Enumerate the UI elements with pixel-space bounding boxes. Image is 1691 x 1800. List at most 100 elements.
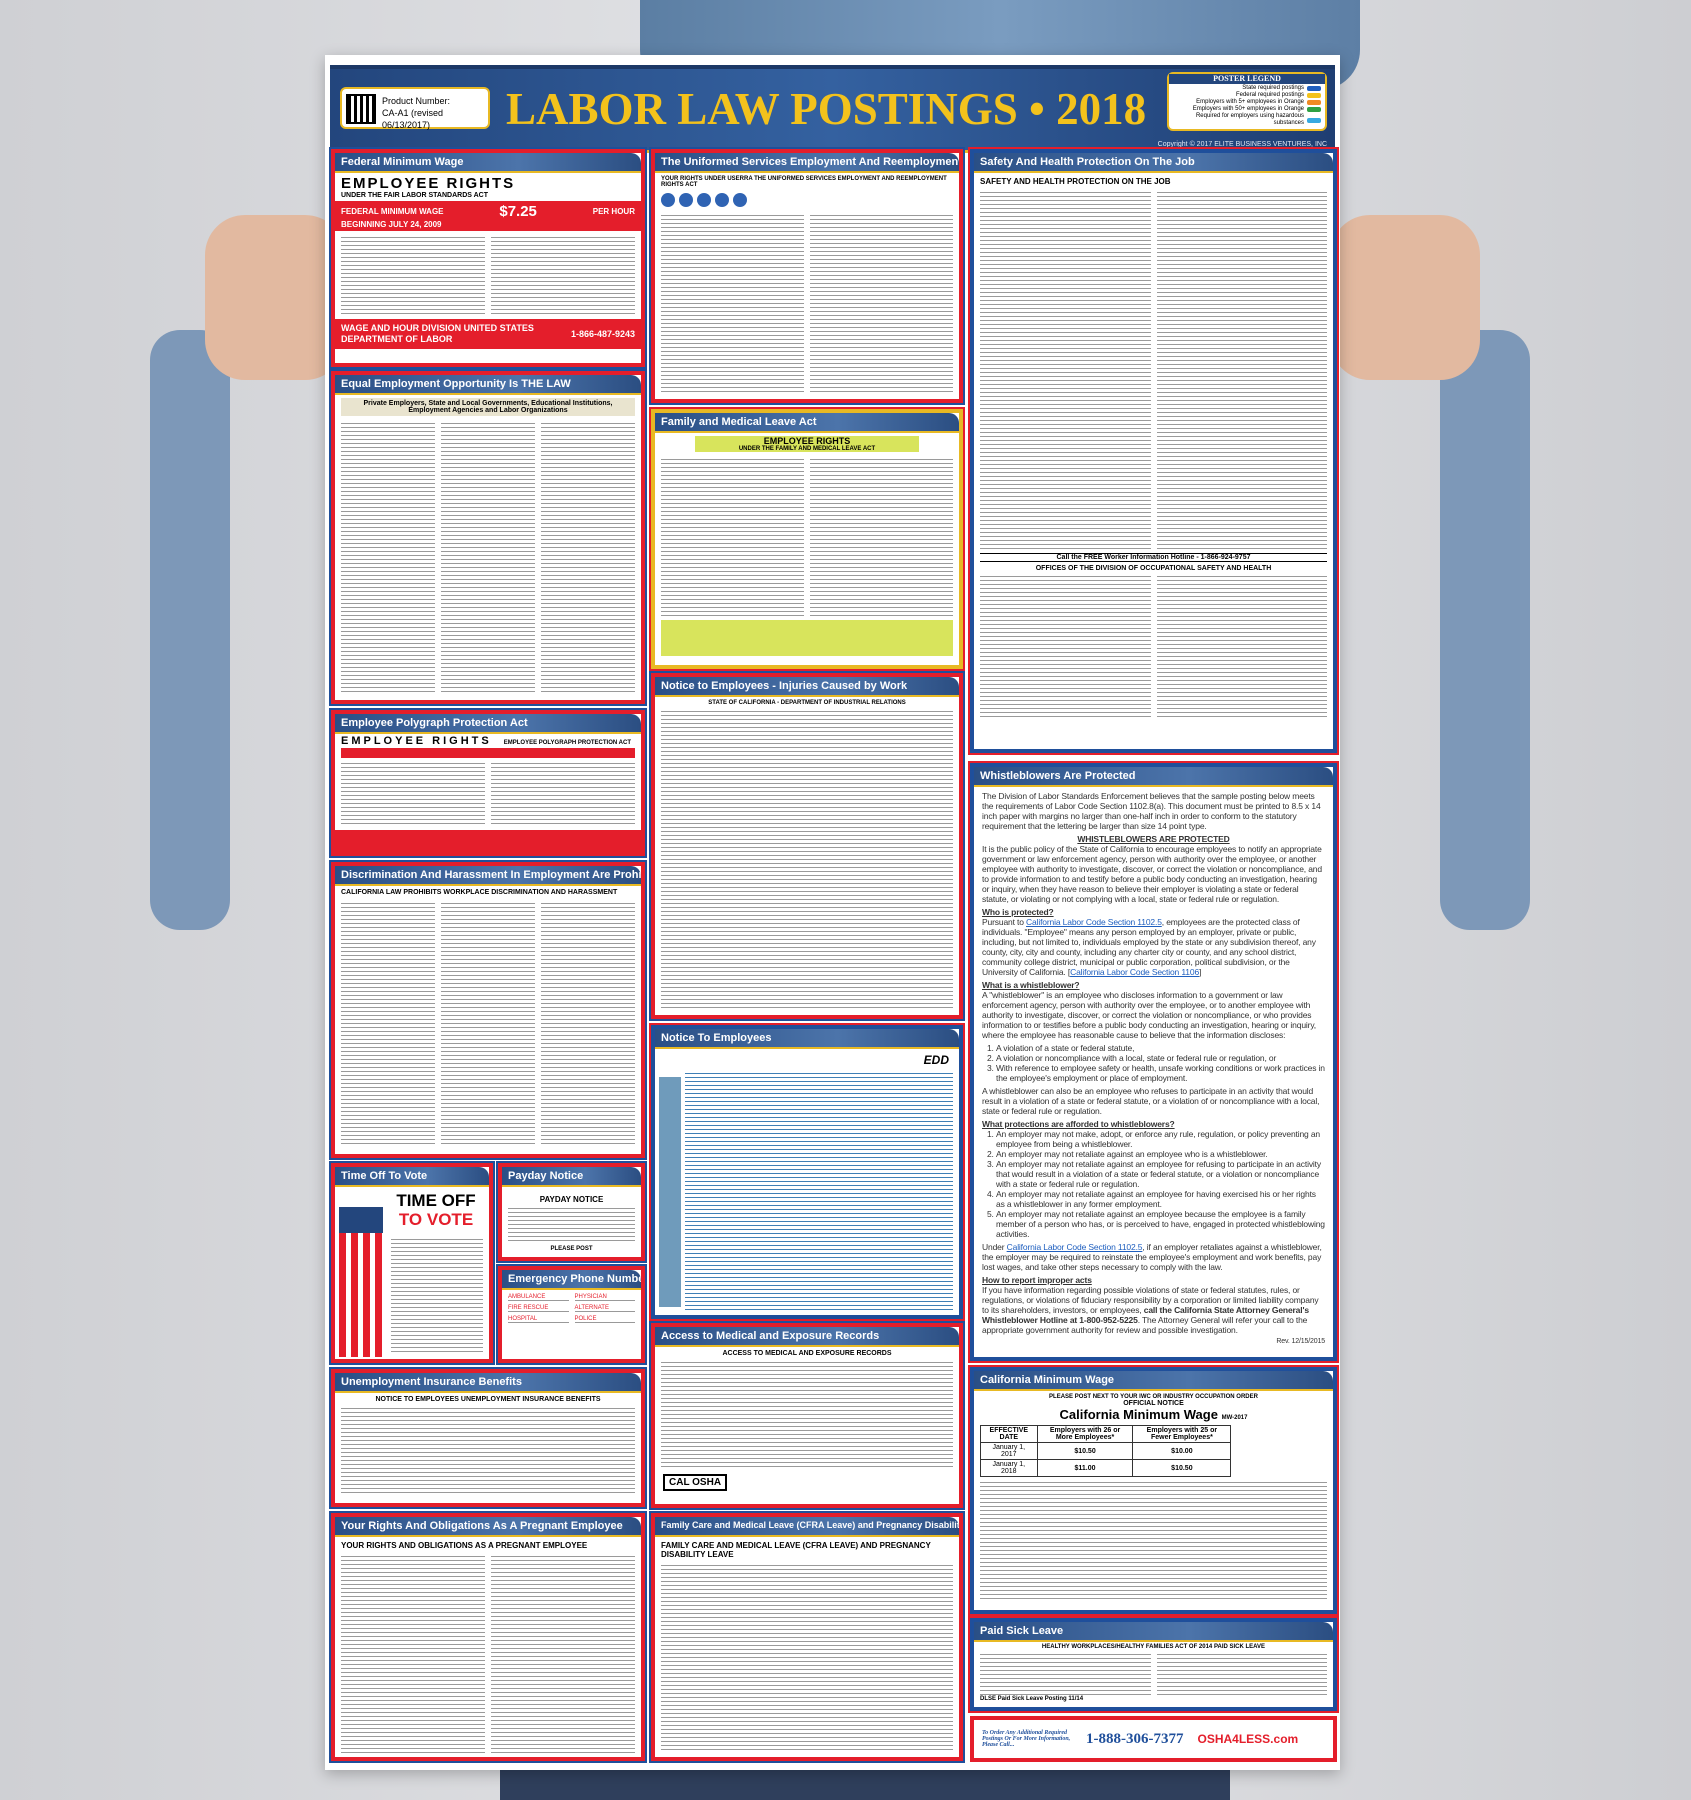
section-paid-sick-leave: Paid Sick Leave HEALTHY WORKPLACES/HEALT… bbox=[968, 1616, 1339, 1713]
legend-item: Required for employers using hazardous s… bbox=[1173, 113, 1321, 127]
vote-headline-2: TO VOTE bbox=[398, 1210, 474, 1229]
cal-osha-logo: CAL OSHA bbox=[663, 1474, 728, 1491]
list-item: A violation or noncompliance with a loca… bbox=[996, 1053, 1325, 1063]
wage-date: BEGINNING JULY 24, 2009 bbox=[341, 220, 442, 229]
table-cell: $11.00 bbox=[1036, 1459, 1134, 1477]
table-cell: January 1, 2018 bbox=[980, 1459, 1038, 1477]
table-cell: January 1, 2017 bbox=[980, 1442, 1038, 1460]
text: ] bbox=[1199, 967, 1202, 977]
table-cell: $10.50 bbox=[1132, 1459, 1232, 1477]
legend-swatch bbox=[1307, 107, 1321, 112]
legend-label: Federal required postings bbox=[1235, 92, 1304, 98]
left-arm bbox=[150, 330, 230, 930]
right-arm bbox=[1440, 330, 1530, 930]
heading: WHISTLEBLOWERS ARE PROTECTED bbox=[1077, 834, 1230, 844]
section-userra: The Uniformed Services Employment And Re… bbox=[649, 147, 965, 405]
phone-field: PHYSICIAN bbox=[574, 1294, 635, 1301]
section-fmla: Family and Medical Leave Act EMPLOYEE RI… bbox=[649, 407, 965, 671]
left-hand bbox=[205, 215, 345, 380]
ballot-box-icon bbox=[339, 1207, 383, 1357]
section-title: Whistleblowers Are Protected bbox=[974, 767, 1333, 787]
product-label: Product Number: bbox=[382, 96, 451, 106]
headline: STATE OF CALIFORNIA - DEPARTMENT OF INDU… bbox=[708, 700, 906, 706]
footer-note: DLSE Paid Sick Leave Posting 11/14 bbox=[980, 1696, 1084, 1702]
code: MW-2017 bbox=[1221, 1415, 1248, 1421]
phone: 1-866-487-9243 bbox=[570, 328, 635, 339]
subheadline: CALIFORNIA LAW PROHIBITS WORKPLACE DISCR… bbox=[341, 889, 618, 896]
headline: SAFETY AND HEALTH PROTECTION ON THE JOB bbox=[980, 177, 1171, 186]
legend-label: Employers with 50+ employees in Orange bbox=[1192, 106, 1304, 112]
phone-field: AMBULANCE bbox=[508, 1294, 569, 1301]
table-cell: $10.00 bbox=[1132, 1442, 1232, 1460]
section-title: Time Off To Vote bbox=[335, 1167, 489, 1187]
product-number: CA-A1 (revised 06/13/2017) bbox=[382, 108, 444, 130]
text: Pursuant to bbox=[982, 917, 1027, 927]
section-cfra: Family Care and Medical Leave (CFRA Leav… bbox=[649, 1511, 965, 1763]
labor-code-1102-5-link[interactable]: California Labor Code Section 1102.5 bbox=[1026, 917, 1162, 927]
list-item: An employer may not retaliate against an… bbox=[996, 1209, 1325, 1239]
list-item: An employer may not make, adopt, or enfo… bbox=[996, 1129, 1325, 1149]
section-unemployment: Unemployment Insurance Benefits NOTICE T… bbox=[329, 1367, 647, 1509]
section-safety-health: Safety And Health Protection On The Job … bbox=[968, 147, 1339, 755]
legend-swatch bbox=[1307, 117, 1321, 123]
poster-title: LABOR LAW POSTINGS • 2018 bbox=[506, 84, 1147, 134]
list-item: With reference to employee safety or hea… bbox=[996, 1063, 1325, 1083]
section-title: California Minimum Wage bbox=[974, 1371, 1333, 1391]
report-heading: How to report improper acts bbox=[982, 1275, 1092, 1285]
legend-item: Employers with 50+ employees in Orange bbox=[1173, 106, 1321, 113]
text: . The Attorney General will refer your c… bbox=[982, 1315, 1308, 1335]
section-title: Family and Medical Leave Act bbox=[655, 413, 959, 433]
text: Under bbox=[982, 1242, 1007, 1252]
section-time-off-to-vote: Time Off To Vote TIME OFF TO VOTE bbox=[329, 1161, 495, 1365]
hotline-text: call the California State Attorney Gener… bbox=[982, 1305, 1309, 1325]
headline: EMPLOYEE RIGHTS bbox=[341, 735, 492, 747]
wage-amount: $7.25 bbox=[499, 203, 537, 220]
what-heading: What is a whistleblower? bbox=[982, 980, 1080, 990]
brand-logo: OSHA4LESS.com bbox=[1197, 1732, 1299, 1746]
table-header: Employers with 25 or Fewer Employees* bbox=[1132, 1425, 1232, 1443]
legend-swatch bbox=[1307, 93, 1321, 98]
hotline: Call the FREE Worker Information Hotline… bbox=[980, 553, 1327, 562]
labor-code-1102-5-link[interactable]: California Labor Code Section 1102.5 bbox=[1006, 1242, 1143, 1252]
legend-item: State required postings bbox=[1173, 85, 1321, 92]
vote-headline-1: TIME OFF bbox=[396, 1191, 476, 1210]
what-text: A "whistleblower" is an employee who dis… bbox=[982, 990, 1316, 1040]
military-seals-icon bbox=[661, 193, 953, 209]
please-post: PLEASE POST bbox=[550, 1246, 593, 1252]
offices-title: OFFICES OF THE DIVISION OF OCCUPATIONAL … bbox=[1035, 565, 1272, 572]
wage-per: PER HOUR bbox=[592, 207, 635, 216]
section-payday-notice: Payday Notice PAYDAY NOTICE PLEASE POST bbox=[496, 1161, 647, 1263]
section-access-medical-records: Access to Medical and Exposure Records A… bbox=[649, 1321, 965, 1510]
labor-code-1106-link[interactable]: California Labor Code Section 1106 bbox=[1070, 967, 1200, 977]
phone-field: HOSPITAL bbox=[508, 1316, 569, 1323]
section-title: Family Care and Medical Leave (CFRA Leav… bbox=[655, 1517, 959, 1537]
wage-bar: FEDERAL MINIMUM WAGE $7.25 PER HOUR BEGINNI… bbox=[335, 201, 641, 231]
legend-swatch bbox=[1307, 86, 1321, 91]
legend-title: POSTER LEGEND bbox=[1169, 74, 1325, 84]
section-title: Access to Medical and Exposure Records bbox=[655, 1327, 959, 1347]
right-hand bbox=[1330, 215, 1480, 380]
legend-label: Required for employers using hazardous s… bbox=[1195, 113, 1304, 126]
text: , employees are the protected class of i… bbox=[982, 917, 1316, 977]
wage-label: FEDERAL MINIMUM WAGE bbox=[341, 207, 444, 216]
table-header: Employers with 26 or More Employees* bbox=[1036, 1425, 1134, 1443]
order-phone[interactable]: 1-888-306-7377 bbox=[1086, 1730, 1184, 1747]
list-item: An employer may not retaliate against an… bbox=[996, 1189, 1325, 1209]
section-title: Payday Notice bbox=[502, 1167, 641, 1187]
subheadline: UNDER THE FAMILY AND MEDICAL LEAVE ACT bbox=[738, 446, 876, 452]
phone-field: POLICE bbox=[574, 1316, 635, 1323]
list-item: A violation of a state or federal statut… bbox=[996, 1043, 1325, 1053]
subheadline: Private Employers, State and Local Gover… bbox=[341, 398, 635, 416]
section-injuries: Notice to Employees - Injuries Caused by… bbox=[649, 671, 965, 1021]
section-title: Paid Sick Leave bbox=[974, 1622, 1333, 1642]
what-also: A whistleblower can also be an employee … bbox=[982, 1086, 1320, 1116]
subheadline: EMPLOYEE POLYGRAPH PROTECTION ACT bbox=[503, 740, 631, 746]
phone-field: ALTERNATE bbox=[574, 1305, 635, 1312]
edd-logo: EDD bbox=[923, 1053, 949, 1067]
section-title: Notice To Employees bbox=[655, 1029, 959, 1049]
headline: EMPLOYEE RIGHTS bbox=[763, 436, 851, 446]
list-item: An employer may not retaliate against an… bbox=[996, 1149, 1325, 1159]
headline: HEALTHY WORKPLACES/HEALTHY FAMILIES ACT … bbox=[1041, 1644, 1266, 1650]
legend-item: Federal required postings bbox=[1173, 92, 1321, 99]
section-title: Emergency Phone Numbers bbox=[502, 1270, 641, 1290]
